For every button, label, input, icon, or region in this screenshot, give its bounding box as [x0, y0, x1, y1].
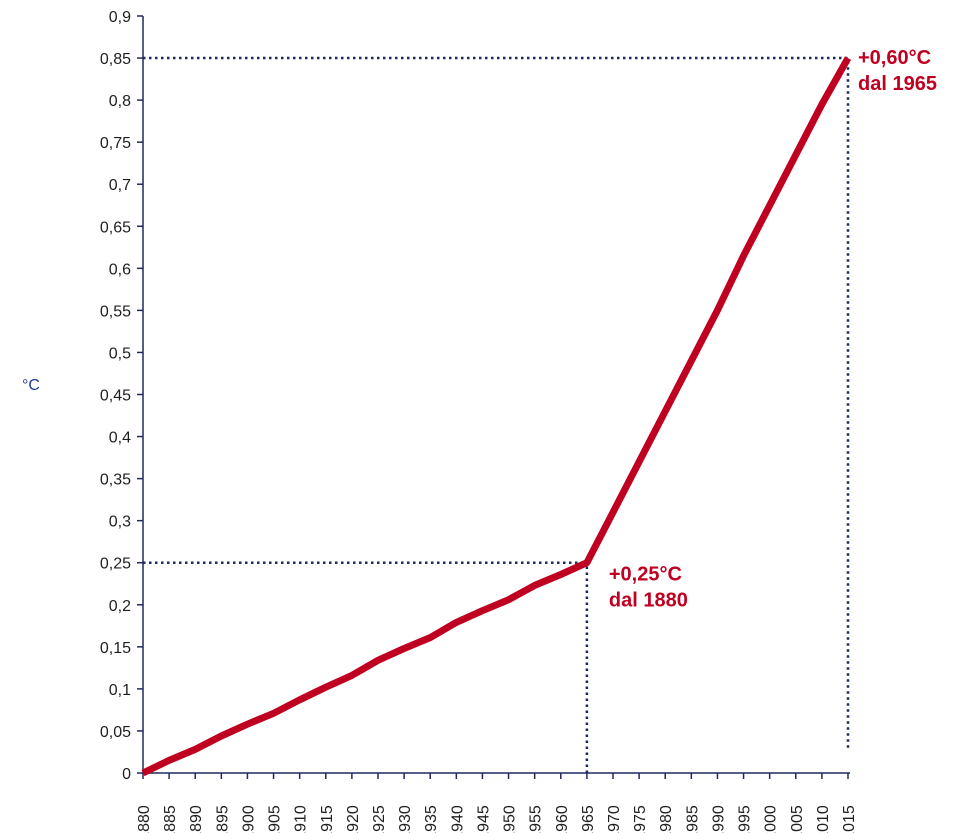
x-tick-label: 1890 — [188, 805, 205, 833]
annotations: +0,25°C dal 1880 +0,60°C dal 1965 — [609, 47, 937, 612]
x-tick-label: 2005 — [789, 805, 806, 833]
x-tick-label: 2010 — [815, 805, 832, 833]
y-tick-label: 0,9 — [109, 9, 131, 26]
y-tick-label: 0,75 — [100, 135, 131, 152]
axes — [137, 15, 850, 779]
x-tick-label: 1980 — [658, 805, 675, 833]
y-tick-label: 0,05 — [100, 724, 131, 741]
x-tick-label: 1905 — [267, 805, 284, 833]
x-tick-label: 1935 — [423, 805, 440, 833]
annotation-text: dal 1880 — [609, 590, 688, 612]
data-point — [456, 622, 457, 623]
data-point — [169, 760, 170, 761]
y-tick-label: 0,8 — [109, 93, 131, 110]
x-tick-label: 1880 — [136, 805, 153, 833]
series — [141, 56, 852, 777]
y-tick-label: 0,5 — [109, 345, 131, 362]
annotation-text: +0,60°C — [858, 47, 931, 69]
y-axis-label: °C — [22, 377, 40, 394]
data-point — [795, 154, 796, 155]
x-tick-labels: 1880 1885 1890 1895 1900 1905 1910 1915 1920 1925… — [136, 805, 858, 833]
x-tick-label: 2015 — [841, 805, 858, 833]
data-point — [221, 735, 222, 736]
data-point — [351, 675, 352, 676]
data-point — [195, 749, 196, 750]
y-tick-label: 0,35 — [100, 472, 131, 489]
data-point — [482, 610, 483, 611]
temperature-series-line — [141, 56, 852, 777]
data-point — [586, 562, 587, 563]
x-tick-label: 1965 — [580, 805, 597, 833]
y-tick-label: 0,65 — [100, 219, 131, 236]
x-tick-label: 1925 — [371, 805, 388, 833]
data-point — [430, 637, 431, 638]
data-point — [404, 648, 405, 649]
data-point — [299, 699, 300, 700]
x-tick-label: 1915 — [319, 805, 336, 833]
x-tick-label: 1975 — [632, 805, 649, 833]
y-tick-label: 0,7 — [109, 177, 131, 194]
x-tick-label: 1955 — [528, 805, 545, 833]
data-point — [639, 461, 640, 462]
x-tick-label: 1995 — [737, 805, 754, 833]
data-point — [325, 687, 326, 688]
data-point — [378, 660, 379, 661]
y-tick-label: 0,85 — [100, 51, 131, 68]
data-point — [769, 205, 770, 206]
data-point — [743, 255, 744, 256]
y-tick-label: 0 — [122, 766, 131, 783]
data-point — [508, 599, 509, 600]
x-tick-label: 1960 — [554, 805, 571, 833]
data-point — [560, 574, 561, 575]
y-tick-label: 0,3 — [109, 514, 131, 531]
x-tick-label: 1930 — [397, 805, 414, 833]
x-tick-label: 1985 — [684, 805, 701, 833]
data-point — [143, 773, 144, 774]
annotation-text: +0,25°C — [609, 564, 682, 586]
x-tick-label: 1945 — [475, 805, 492, 833]
data-point — [691, 360, 692, 361]
x-tick-label: 1920 — [345, 805, 362, 833]
data-point — [273, 713, 274, 714]
x-tick-label: 2000 — [763, 805, 780, 833]
x-tick-label: 1895 — [214, 805, 231, 833]
x-tick-label: 1970 — [606, 805, 623, 833]
y-tick-label: 0,45 — [100, 388, 131, 405]
x-tick-label: 1950 — [502, 805, 519, 833]
data-point — [247, 724, 248, 725]
data-point — [534, 585, 535, 586]
x-tick-label: 1940 — [449, 805, 466, 833]
data-point — [613, 512, 614, 513]
data-point — [665, 411, 666, 412]
y-tick-label: 0,15 — [100, 640, 131, 657]
x-tick-label: 1885 — [162, 805, 179, 833]
y-tick-label: 0,25 — [100, 556, 131, 573]
annotation-text: dal 1965 — [858, 73, 937, 95]
y-tick-label: 0,2 — [109, 598, 131, 615]
y-tick-label: 0,1 — [109, 682, 131, 699]
y-tick-labels: 0 0,05 0,1 0,15 0,2 0,25 0,3 0,35 0,4 0,45 0,5 0,55… — [100, 9, 131, 783]
y-tick-label: 0,55 — [100, 303, 131, 320]
data-point — [848, 58, 849, 59]
data-point — [717, 310, 718, 311]
y-tick-label: 0,6 — [109, 261, 131, 278]
x-tick-label: 1910 — [293, 805, 310, 833]
x-tick-label: 1990 — [710, 805, 727, 833]
y-tick-label: 0,4 — [109, 430, 131, 447]
x-tick-label: 1900 — [240, 805, 257, 833]
data-point — [821, 104, 822, 105]
reference-lines — [143, 56, 850, 773]
